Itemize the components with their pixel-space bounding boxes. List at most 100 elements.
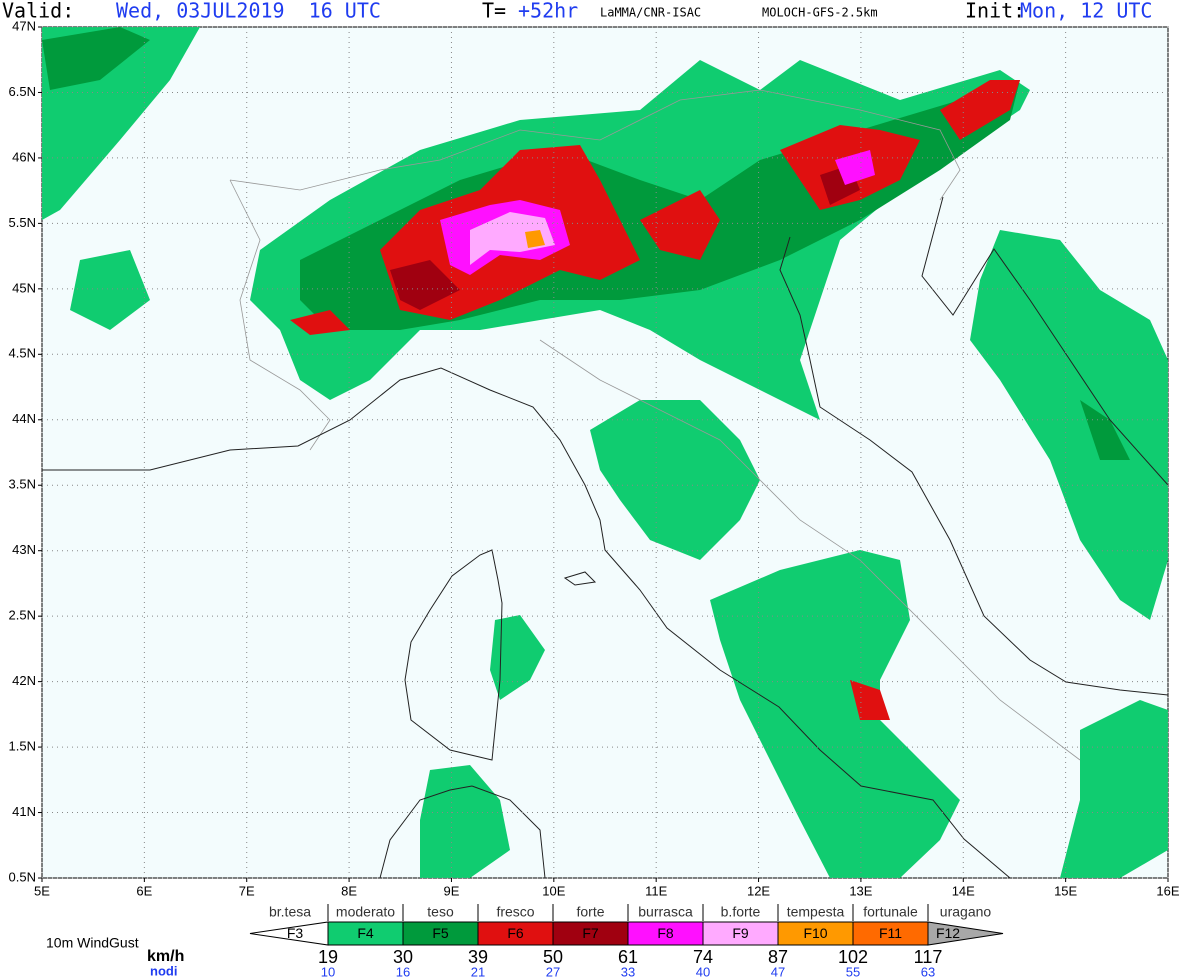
coastline [921, 196, 1169, 486]
lat-label: 2.5N [9, 608, 36, 623]
border [229, 89, 1081, 761]
knots-value: 63 [921, 964, 935, 979]
lat-label: 44N [12, 411, 36, 426]
knots-value: 55 [846, 964, 860, 979]
gust-area [490, 615, 545, 700]
class-label: F6 [507, 925, 524, 941]
lon-label: 13E [849, 883, 872, 898]
gust-area [290, 310, 350, 335]
kmh-value: 30 [393, 947, 413, 967]
class-label: F3 [287, 925, 304, 941]
class-description: b.forte [721, 904, 761, 920]
coastline [42, 367, 1011, 879]
lat-label: 5.5N [9, 215, 36, 230]
kmh-value: 87 [768, 947, 788, 967]
gust-area [835, 150, 875, 185]
class-label: F7 [582, 925, 599, 941]
class-description: br.tesa [269, 904, 311, 920]
init-time: Mon, 12 UTC [1020, 0, 1152, 23]
class-description: uragano [940, 904, 992, 920]
lead-label: T= [482, 0, 506, 23]
class-description: teso [427, 904, 454, 920]
gust-area [710, 550, 960, 878]
lat-label: 47N [12, 18, 36, 33]
class-description: forte [576, 904, 604, 920]
gust-area [70, 250, 150, 330]
kmh-value: 50 [543, 947, 563, 967]
gust-area [970, 230, 1168, 620]
elba [563, 571, 597, 586]
class-label: F10 [803, 925, 827, 941]
knots-value: 16 [396, 964, 410, 979]
knots-value: 40 [696, 964, 710, 979]
lon-label: 14E [952, 883, 975, 898]
grid [41, 26, 1169, 879]
gust-area [390, 260, 460, 310]
lon-label: 16E [1156, 883, 1179, 898]
lat-label: 4.5N [9, 346, 36, 361]
lon-label: 6E [136, 883, 152, 898]
lat-label: 43N [12, 542, 36, 557]
kmh-value: 61 [618, 947, 638, 967]
knots-value: 21 [471, 964, 485, 979]
kmh-value: 117 [914, 947, 943, 967]
class-label: F5 [432, 925, 449, 941]
knots-value: 27 [546, 964, 560, 979]
corsica [404, 549, 503, 761]
lat-label: 6.5N [9, 84, 36, 99]
legend-swatch [927, 921, 1004, 946]
class-description: fresco [496, 904, 534, 920]
unit-kmh: km/h [147, 948, 184, 965]
gust-area [640, 190, 720, 260]
gust-area [940, 80, 1020, 140]
wind-field [42, 27, 1168, 878]
gust-area [590, 400, 760, 560]
lon-label: 11E [645, 883, 667, 898]
lon-label: 12E [747, 883, 770, 898]
gust-area [525, 230, 545, 248]
lat-label: 46N [12, 149, 36, 164]
class-label: F12 [936, 925, 960, 941]
class-description: tempesta [787, 904, 845, 920]
lat-label: 42N [12, 673, 36, 688]
class-description: moderato [336, 904, 395, 920]
class-description: burrasca [638, 904, 693, 920]
class-description: fortunale [863, 904, 918, 920]
knots-value: 47 [771, 964, 785, 979]
institute: LaMMA/CNR-ISAC [600, 6, 701, 20]
lon-label: 15E [1054, 883, 1077, 898]
knots-value: 10 [321, 964, 335, 979]
gust-area [420, 765, 510, 878]
sardinia [379, 785, 546, 879]
class-label: F11 [879, 925, 902, 941]
gust-area [42, 27, 150, 90]
init-label: Init: [965, 0, 1025, 23]
kmh-value: 39 [468, 947, 488, 967]
valid-time: Wed, 03JUL2019 16 UTC [116, 0, 381, 23]
knots-value: 33 [621, 964, 635, 979]
class-label: F9 [732, 925, 749, 941]
gust-area [1060, 700, 1168, 878]
lat-label: 41N [12, 804, 36, 819]
lon-label: 5E [34, 883, 50, 898]
lon-label: 8E [341, 883, 357, 898]
kmh-value: 74 [693, 947, 713, 967]
model: MOLOCH-GFS-2.5km [762, 6, 878, 20]
axes: 47N 6.5N 46N 5.5N 45N 4.5N 44N 3.5N 43N 2.5N 42N 1.… [9, 18, 1180, 898]
class-label: F4 [357, 925, 374, 941]
legend: 10m WindGust km/h nodi F3 F4 F5 F6 F7 F8 F9 F10… [46, 904, 1004, 979]
legend-title: 10m WindGust [46, 935, 139, 951]
kmh-value: 19 [318, 947, 338, 967]
kmh-value: 102 [838, 947, 868, 967]
lon-label: 7E [239, 883, 255, 898]
lat-label: 0.5N [9, 869, 36, 884]
lon-label: 10E [542, 883, 565, 898]
unit-knots: nodi [150, 963, 177, 978]
lat-label: 3.5N [9, 477, 36, 492]
gust-area [1080, 400, 1130, 460]
gust-area [850, 680, 890, 720]
lead-time: +52hr [518, 0, 578, 23]
